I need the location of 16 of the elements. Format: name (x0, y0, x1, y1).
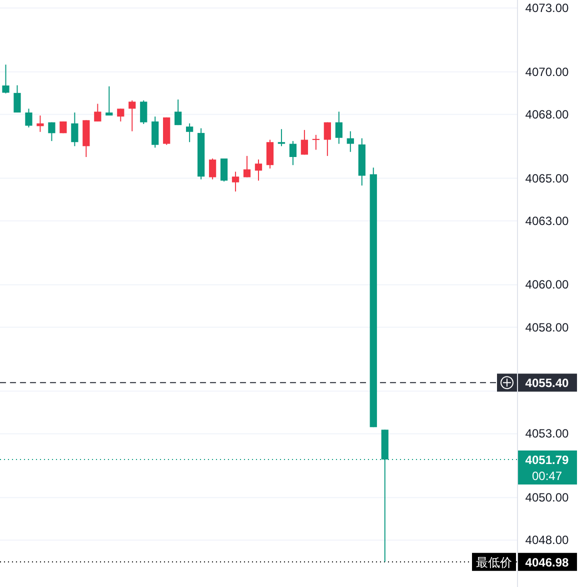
y-tick-label: 4065.00 (525, 171, 570, 186)
ref-label: 4051.79 00:47 (518, 450, 577, 484)
annotation: 最低价 (476, 555, 512, 570)
y-tick-label: 4048.00 (525, 533, 570, 548)
ref-line-label: 4051.79 (525, 452, 570, 467)
ref-line-label: 4046.98 (525, 555, 570, 570)
y-tick-label: 4060.00 (525, 278, 570, 292)
ref-label: 4055.40 (518, 374, 577, 392)
y-tick-label: 4050.00 (525, 490, 570, 505)
ref-line-label: 4055.40 (525, 376, 570, 390)
y-tick-label: 4053.00 (525, 426, 570, 441)
y-tick-label: 4068.00 (525, 107, 570, 122)
y-tick-label: 4058.00 (525, 320, 570, 334)
y-tick-label: 4070.00 (525, 64, 570, 79)
y-tick-label: 4063.00 (525, 214, 570, 228)
y-tick-label: 4073.00 (525, 1, 570, 15)
